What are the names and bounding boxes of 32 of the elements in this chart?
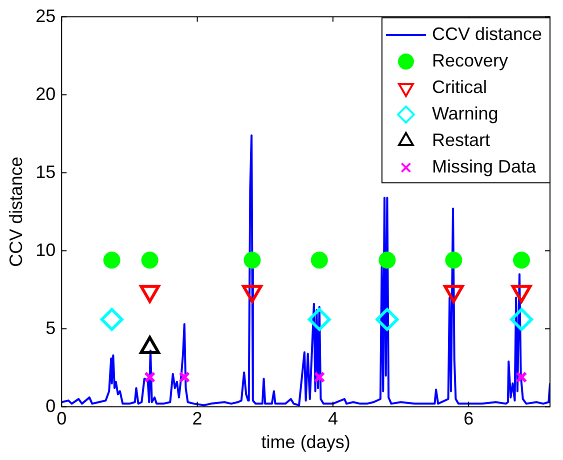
legend-label: Missing Data	[432, 156, 537, 177]
y-tick-label: 0	[46, 396, 56, 416]
legend-label: Recovery	[432, 50, 508, 71]
legend-label: CCV distance	[432, 24, 542, 44]
legend-label: Critical	[432, 77, 487, 98]
y-tick-label: 25	[36, 6, 56, 26]
legend-label: Restart	[432, 130, 490, 150]
y-tick-label: 10	[36, 240, 56, 260]
point	[144, 371, 156, 383]
x-tick-label: 4	[328, 408, 338, 429]
point	[314, 371, 326, 383]
point	[244, 252, 261, 269]
legend-label: Warning	[432, 104, 498, 124]
point	[141, 252, 158, 269]
point	[510, 308, 534, 331]
y-tick-label: 20	[36, 84, 56, 104]
point	[100, 308, 124, 331]
point	[308, 308, 331, 331]
y-axis-title: CCV distance	[6, 156, 26, 267]
point	[513, 252, 530, 269]
point	[378, 252, 396, 269]
x-axis-title: time (days)	[261, 432, 350, 452]
point	[310, 252, 328, 269]
point	[178, 371, 190, 383]
x-tick-label: 2	[192, 408, 202, 429]
point	[516, 371, 528, 383]
point	[445, 252, 462, 269]
y-tick-label: 5	[46, 318, 56, 338]
point	[376, 308, 399, 331]
point	[103, 252, 120, 269]
x-tick-label: 6	[464, 408, 474, 429]
y-tick-label: 15	[36, 162, 56, 182]
